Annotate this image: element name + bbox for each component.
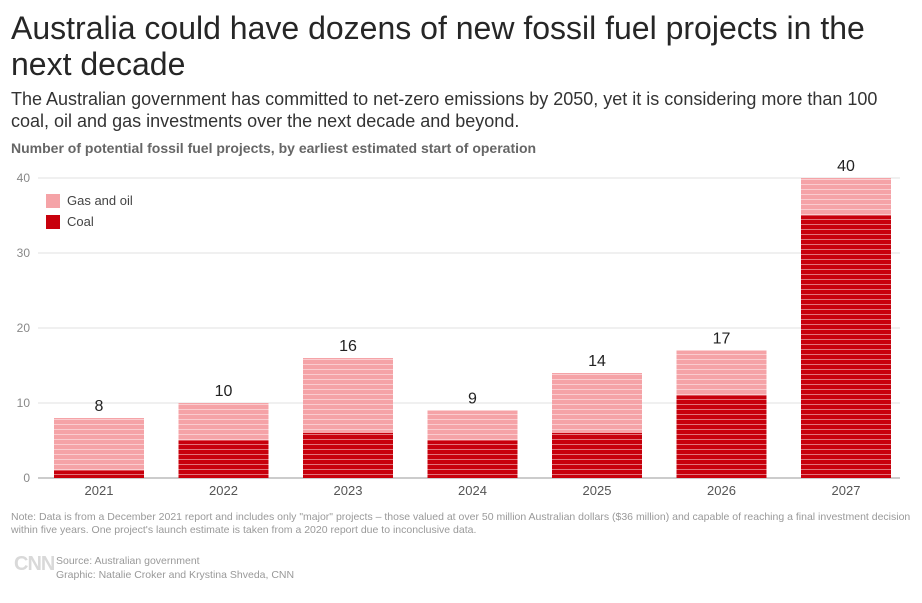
legend: Gas and oil Coal bbox=[46, 193, 133, 229]
bar-coal-stripes bbox=[801, 215, 891, 478]
bars: 8 10 16 9 14 17 40 bbox=[54, 158, 891, 478]
chart-subtitle: The Australian government has committed … bbox=[11, 89, 878, 131]
source-text: Source: Australian government bbox=[56, 555, 200, 567]
bar-coal-stripes bbox=[303, 433, 393, 478]
graphic-credit: Graphic: Natalie Croker and Krystina Shv… bbox=[56, 569, 295, 581]
x-tick-label: 2024 bbox=[458, 483, 487, 498]
cnn-logo: CNN bbox=[14, 553, 55, 575]
bar-gas-oil-stripes bbox=[552, 373, 642, 433]
x-tick-label: 2022 bbox=[209, 483, 238, 498]
bar-gas-oil-stripes bbox=[801, 178, 891, 216]
x-tick-label: 2026 bbox=[707, 483, 736, 498]
legend-label: Coal bbox=[67, 214, 94, 229]
y-tick-label: 10 bbox=[17, 396, 31, 410]
total-label: 14 bbox=[588, 353, 606, 370]
total-label: 9 bbox=[468, 391, 477, 408]
chart-description: Number of potential fossil fuel projects… bbox=[11, 140, 537, 156]
legend-swatch bbox=[46, 215, 60, 229]
legend-swatch bbox=[46, 194, 60, 208]
footnote: Note: Data is from a December 2021 repor… bbox=[11, 511, 911, 536]
bar-gas-oil-stripes bbox=[676, 350, 767, 396]
x-tick-label: 2023 bbox=[334, 483, 363, 498]
bar-coal-stripes bbox=[552, 433, 642, 478]
y-tick-label: 0 bbox=[23, 471, 30, 485]
bar-coal-stripes bbox=[676, 395, 767, 478]
total-label: 10 bbox=[215, 383, 233, 400]
x-axis: 2021 2022 2023 2024 2025 2026 2027 bbox=[85, 483, 861, 498]
total-label: 40 bbox=[837, 158, 855, 175]
total-label: 16 bbox=[339, 338, 357, 355]
bar-coal-stripes bbox=[427, 440, 518, 478]
legend-label: Gas and oil bbox=[67, 193, 133, 208]
bar-gas-oil-stripes bbox=[427, 410, 518, 441]
x-tick-label: 2021 bbox=[85, 483, 114, 498]
bar-coal-stripes bbox=[54, 470, 144, 478]
bar-gas-oil-stripes bbox=[178, 403, 269, 441]
bar-gas-oil-stripes bbox=[54, 418, 144, 471]
x-tick-label: 2025 bbox=[583, 483, 612, 498]
total-label: 17 bbox=[713, 331, 731, 348]
bar-coal-stripes bbox=[178, 440, 269, 478]
total-label: 8 bbox=[95, 398, 104, 415]
bar-gas-oil-stripes bbox=[303, 358, 393, 433]
chart-title: Australia could have dozens of new fossi… bbox=[11, 10, 865, 82]
x-tick-label: 2027 bbox=[832, 483, 861, 498]
y-tick-label: 20 bbox=[17, 321, 31, 335]
credits: Source: Australian government Graphic: N… bbox=[56, 554, 294, 582]
y-tick-label: 30 bbox=[17, 246, 31, 260]
y-tick-label: 40 bbox=[17, 171, 31, 185]
